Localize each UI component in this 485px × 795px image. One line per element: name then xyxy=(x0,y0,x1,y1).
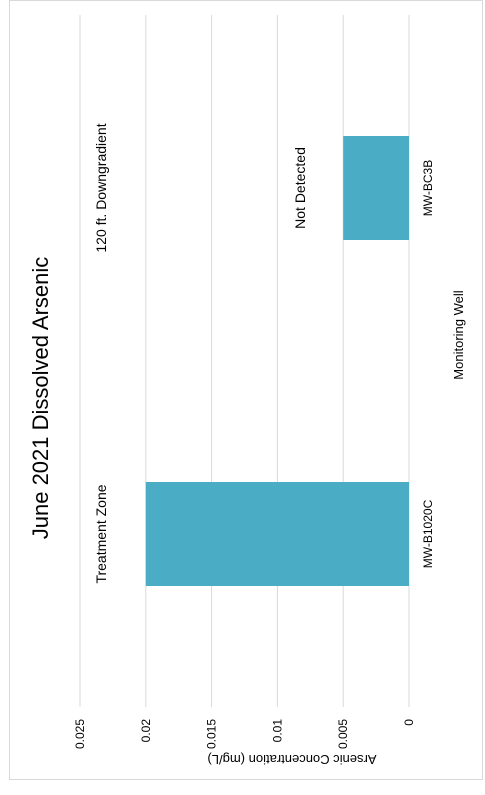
y-tick-label: 0.025 xyxy=(73,719,87,749)
y-axis-title: Arsenic Concentration (mg/L) xyxy=(207,752,376,767)
x-tick-label: MW-B1020C xyxy=(421,499,435,568)
annotation-label: Not Detected xyxy=(292,147,308,229)
x-tick-labels: MW-B1020C MW-BC3B xyxy=(421,160,435,568)
y-tick-label: 0.01 xyxy=(270,719,284,743)
gridlines xyxy=(79,15,410,707)
chart-title: June 2021 Dissolved Arsenic xyxy=(28,257,53,540)
bar-mw-bc3b xyxy=(343,136,410,240)
x-tick-label: MW-BC3B xyxy=(421,160,435,216)
y-tick-label: 0.005 xyxy=(336,719,350,749)
annotations: Treatment Zone 120 ft. Downgradient Not De… xyxy=(93,123,308,583)
annotation-label: 120 ft. Downgradient xyxy=(93,123,109,252)
y-tick-label: 0.015 xyxy=(205,719,219,749)
annotation-label: Treatment Zone xyxy=(93,484,109,583)
y-tick-label: 0.02 xyxy=(139,719,153,743)
y-tick-labels: 0 0.005 0.01 0.015 0.02 0.025 xyxy=(73,719,416,749)
chart-frame xyxy=(9,0,483,780)
x-axis-title: Monitoring Well xyxy=(451,290,466,379)
y-tick-label: 0 xyxy=(402,719,416,726)
bar-mw-b1020c xyxy=(145,482,410,586)
bars xyxy=(145,136,410,586)
